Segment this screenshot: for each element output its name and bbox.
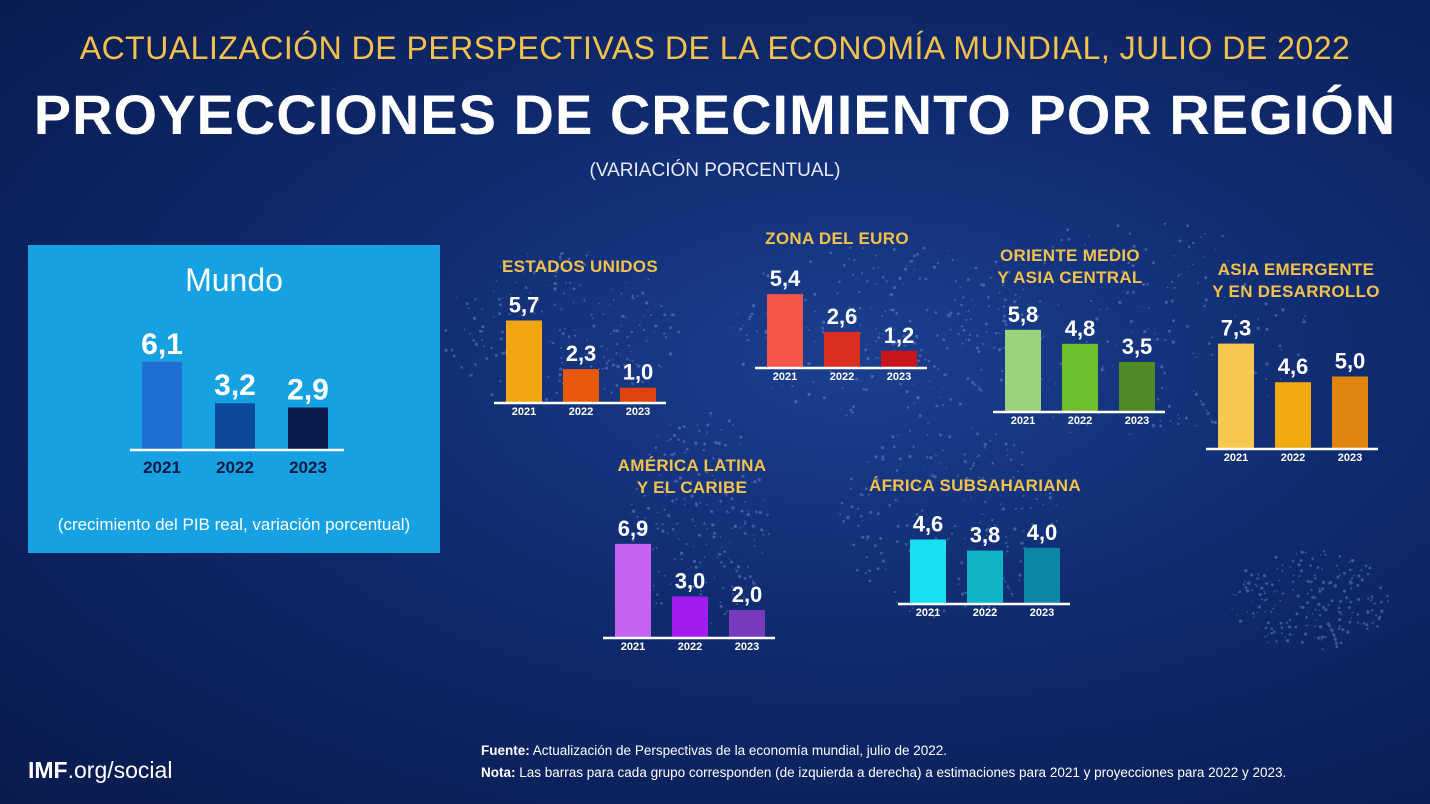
source-text: Actualización de Perspectivas de la econ… [529, 743, 948, 758]
tick-label-us-2022: 2022 [569, 406, 593, 418]
bar-latam-2023 [729, 610, 765, 637]
value-label-mecа-2022: 4,8 [1065, 316, 1096, 341]
region-title-us: ESTADOS UNIDOS [502, 257, 658, 276]
bar-asia-2021 [1218, 343, 1254, 448]
tick-label-mecа-2023: 2023 [1125, 415, 1149, 427]
tick-label-ssa-2022: 2022 [973, 607, 997, 619]
report-supertitle: ACTUALIZACIÓN DE PERSPECTIVAS DE LA ECON… [79, 30, 1351, 66]
page-subtitle: (VARIACIÓN PORCENTUAL) [589, 160, 841, 181]
bar-asia-2022 [1275, 382, 1311, 448]
tick-label-asia-2022: 2022 [1281, 452, 1305, 464]
logo-bold: IMF [28, 757, 68, 783]
bar-us-2023 [620, 387, 656, 402]
footer-notes: Fuente: Actualización de Perspectivas de… [481, 740, 1286, 784]
chart-mecа: 5,8 2021 4,8 2022 3,5 2023 [993, 302, 1165, 427]
region-title-middle-east: ORIENTE MEDIO Y ASIA CENTRAL [997, 246, 1143, 287]
value-label-asia-2021: 7,3 [1221, 316, 1252, 341]
tick-label-asia-2021: 2021 [1224, 452, 1248, 464]
tick-label-ssa-2021: 2021 [916, 607, 940, 619]
value-label-asia-2023: 5,0 [1335, 349, 1366, 374]
world-panel-note: (crecimiento del PIB real, variación por… [57, 515, 411, 534]
source-line: Fuente: Actualización de Perspectivas de… [481, 740, 1286, 762]
bar-ssa-2021 [910, 539, 946, 603]
tick-label-euro-2023: 2023 [887, 371, 911, 383]
value-label-latam-2021: 6,9 [618, 516, 649, 541]
chart-euro: 5,4 2021 2,6 2022 1,2 2023 [755, 266, 927, 383]
tick-label-latam-2021: 2021 [621, 641, 645, 653]
tick-label-us-2021: 2021 [512, 406, 536, 418]
bar-ssa-2023 [1024, 547, 1060, 603]
value-label-us-2021: 5,7 [509, 292, 540, 317]
region-title-asia: ASIA EMERGENTE Y EN DESARROLLO [1212, 260, 1380, 301]
bar-us-2022 [563, 369, 599, 402]
chart-us: 5,7 2021 2,3 2022 1,0 2023 [494, 292, 666, 418]
value-label-ssa-2021: 4,6 [913, 512, 944, 537]
value-label-mecа-2021: 5,8 [1008, 302, 1039, 327]
tick-label-latam-2023: 2023 [735, 641, 759, 653]
chart-world: 6,1 2021 3,2 2022 2,9 2023 [130, 328, 344, 477]
tick-label-latam-2022: 2022 [678, 641, 702, 653]
bar-us-2021 [506, 320, 542, 402]
value-label-world-2021: 6,1 [141, 328, 183, 361]
value-label-euro-2021: 5,4 [770, 266, 801, 291]
bar-euro-2021 [767, 294, 803, 367]
tick-label-world-2023: 2023 [289, 458, 327, 477]
note-text: Las barras para cada grupo corresponden … [515, 765, 1287, 780]
logo-rest: .org/social [67, 757, 173, 783]
chart-ssa: 4,6 2021 3,8 2022 4,0 2023 [898, 512, 1070, 619]
chart-latam: 6,9 2021 3,0 2022 2,0 2023 [603, 516, 775, 653]
bar-euro-2022 [824, 331, 860, 367]
value-label-euro-2023: 1,2 [884, 323, 915, 348]
bar-mecа-2023 [1119, 362, 1155, 411]
value-label-world-2022: 3,2 [214, 369, 256, 402]
tick-label-us-2023: 2023 [626, 406, 650, 418]
bar-world-2022 [215, 403, 255, 449]
bar-mecа-2022 [1062, 343, 1098, 411]
note-line: Nota: Las barras para cada grupo corresp… [481, 762, 1286, 784]
tick-label-mecа-2021: 2021 [1011, 415, 1035, 427]
note-label: Nota: [481, 765, 516, 780]
value-label-us-2023: 1,0 [623, 360, 654, 385]
tick-label-ssa-2023: 2023 [1030, 607, 1054, 619]
value-label-latam-2023: 2,0 [732, 582, 763, 607]
source-label: Fuente: [481, 743, 530, 758]
bar-asia-2023 [1332, 376, 1368, 448]
bar-latam-2022 [672, 596, 708, 637]
value-label-asia-2022: 4,6 [1278, 354, 1309, 379]
value-label-ssa-2023: 4,0 [1027, 520, 1058, 545]
bar-mecа-2021 [1005, 329, 1041, 411]
bar-ssa-2022 [967, 550, 1003, 603]
value-label-world-2023: 2,9 [287, 374, 329, 407]
imf-social-link[interactable]: IMF.org/social [28, 757, 172, 784]
value-label-latam-2022: 3,0 [675, 569, 706, 594]
region-title-ssa: ÁFRICA SUBSAHARIANA [869, 476, 1081, 495]
tick-label-asia-2023: 2023 [1338, 452, 1362, 464]
page-title: PROYECCIONES DE CRECIMIENTO POR REGIÓN [33, 83, 1397, 146]
value-label-ssa-2022: 3,8 [970, 523, 1001, 548]
value-label-mecа-2023: 3,5 [1122, 334, 1153, 359]
world-panel-title: Mundo [185, 262, 283, 298]
value-label-us-2022: 2,3 [566, 341, 597, 366]
chart-asia: 7,3 2021 4,6 2022 5,0 2023 [1206, 316, 1378, 464]
region-title-euro: ZONA DEL EURO [765, 229, 909, 248]
value-label-euro-2022: 2,6 [827, 304, 858, 329]
tick-label-mecа-2022: 2022 [1068, 415, 1092, 427]
region-title-latam: AMÉRICA LATINA Y EL CARIBE [617, 456, 767, 497]
world-panel: Mundo (crecimiento del PIB real, variaci… [28, 245, 440, 553]
tick-label-euro-2022: 2022 [830, 371, 854, 383]
bar-world-2023 [288, 407, 328, 449]
bar-world-2021 [142, 361, 182, 449]
bar-latam-2021 [615, 543, 651, 637]
tick-label-euro-2021: 2021 [773, 371, 797, 383]
tick-label-world-2021: 2021 [143, 458, 181, 477]
bar-euro-2023 [881, 350, 917, 367]
tick-label-world-2022: 2022 [216, 458, 254, 477]
